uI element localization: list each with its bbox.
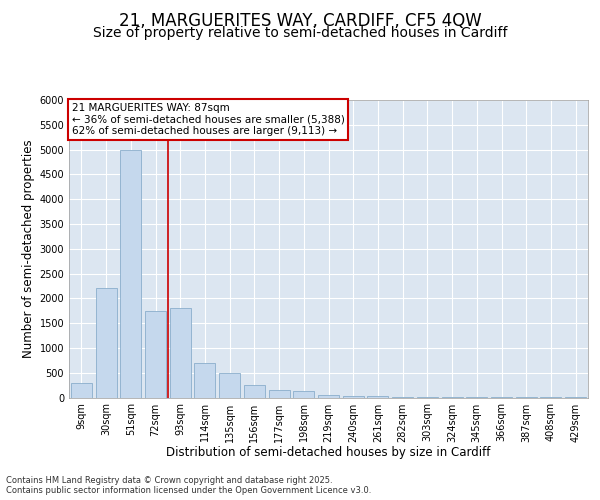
- Bar: [367, 396, 388, 398]
- X-axis label: Distribution of semi-detached houses by size in Cardiff: Distribution of semi-detached houses by …: [166, 446, 491, 459]
- Text: Contains HM Land Registry data © Crown copyright and database right 2025.
Contai: Contains HM Land Registry data © Crown c…: [6, 476, 371, 495]
- Text: Size of property relative to semi-detached houses in Cardiff: Size of property relative to semi-detach…: [93, 26, 507, 40]
- Bar: [392, 397, 413, 398]
- Bar: [170, 308, 191, 398]
- Bar: [293, 391, 314, 398]
- Bar: [95, 288, 116, 398]
- Text: 21 MARGUERITES WAY: 87sqm
← 36% of semi-detached houses are smaller (5,388)
62% : 21 MARGUERITES WAY: 87sqm ← 36% of semi-…: [71, 103, 344, 136]
- Bar: [120, 150, 141, 398]
- Bar: [318, 394, 339, 398]
- Bar: [269, 390, 290, 398]
- Bar: [194, 363, 215, 398]
- Bar: [71, 383, 92, 398]
- Bar: [343, 396, 364, 398]
- Bar: [145, 310, 166, 398]
- Bar: [244, 385, 265, 398]
- Bar: [219, 372, 240, 398]
- Y-axis label: Number of semi-detached properties: Number of semi-detached properties: [22, 140, 35, 358]
- Text: 21, MARGUERITES WAY, CARDIFF, CF5 4QW: 21, MARGUERITES WAY, CARDIFF, CF5 4QW: [119, 12, 481, 30]
